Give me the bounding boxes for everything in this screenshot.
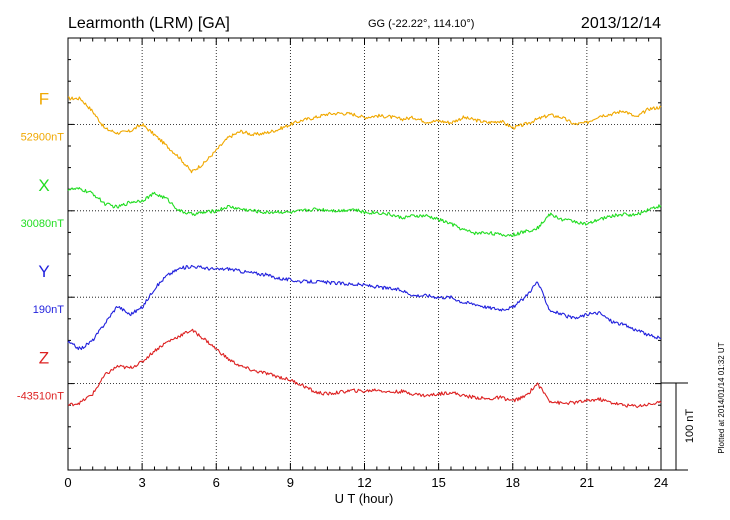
x-tick-label: 24 bbox=[654, 475, 668, 490]
trace-f bbox=[67, 96, 662, 174]
x-tick-label: 0 bbox=[64, 475, 71, 490]
traces bbox=[67, 96, 662, 409]
date-label: 2013/12/14 bbox=[581, 15, 661, 32]
trace-y bbox=[67, 264, 662, 351]
baseline-label-y: 190nT bbox=[33, 304, 64, 316]
x-tick-label: 12 bbox=[357, 475, 371, 490]
baseline-label-x: 30080nT bbox=[21, 218, 65, 230]
x-tick-labels: 0 3 6 9 12 15 18 21 24 bbox=[64, 475, 668, 490]
series-letter-f: F bbox=[39, 89, 49, 108]
coordinates-label: GG (-22.22°, 114.10°) bbox=[368, 18, 474, 30]
trace-x bbox=[67, 187, 662, 237]
baseline-label-f: 52900nT bbox=[21, 131, 65, 143]
x-tick-label: 21 bbox=[580, 475, 594, 490]
series-labels: F 52900nT X 30080nT Y 190nT Z -43510nT bbox=[17, 89, 64, 402]
baseline-label-z: -43510nT bbox=[17, 391, 64, 403]
x-tick-label: 3 bbox=[139, 475, 146, 490]
series-letter-z: Z bbox=[39, 349, 49, 368]
x-tick-label: 6 bbox=[213, 475, 220, 490]
series-letter-y: Y bbox=[38, 262, 49, 281]
x-tick-label: 18 bbox=[506, 475, 520, 490]
trace-z bbox=[67, 328, 662, 409]
x-axis-label: U T (hour) bbox=[335, 491, 394, 506]
station-title: Learmonth (LRM) [GA] bbox=[68, 15, 230, 32]
grid-lines bbox=[68, 38, 661, 470]
series-letter-x: X bbox=[38, 176, 49, 195]
x-tick-label: 9 bbox=[287, 475, 294, 490]
plotted-at-note: Plotted at 2014/01/14 01:32 UT bbox=[717, 342, 726, 453]
x-tick-label: 15 bbox=[431, 475, 445, 490]
scale-bar-label: 100 nT bbox=[684, 409, 696, 444]
